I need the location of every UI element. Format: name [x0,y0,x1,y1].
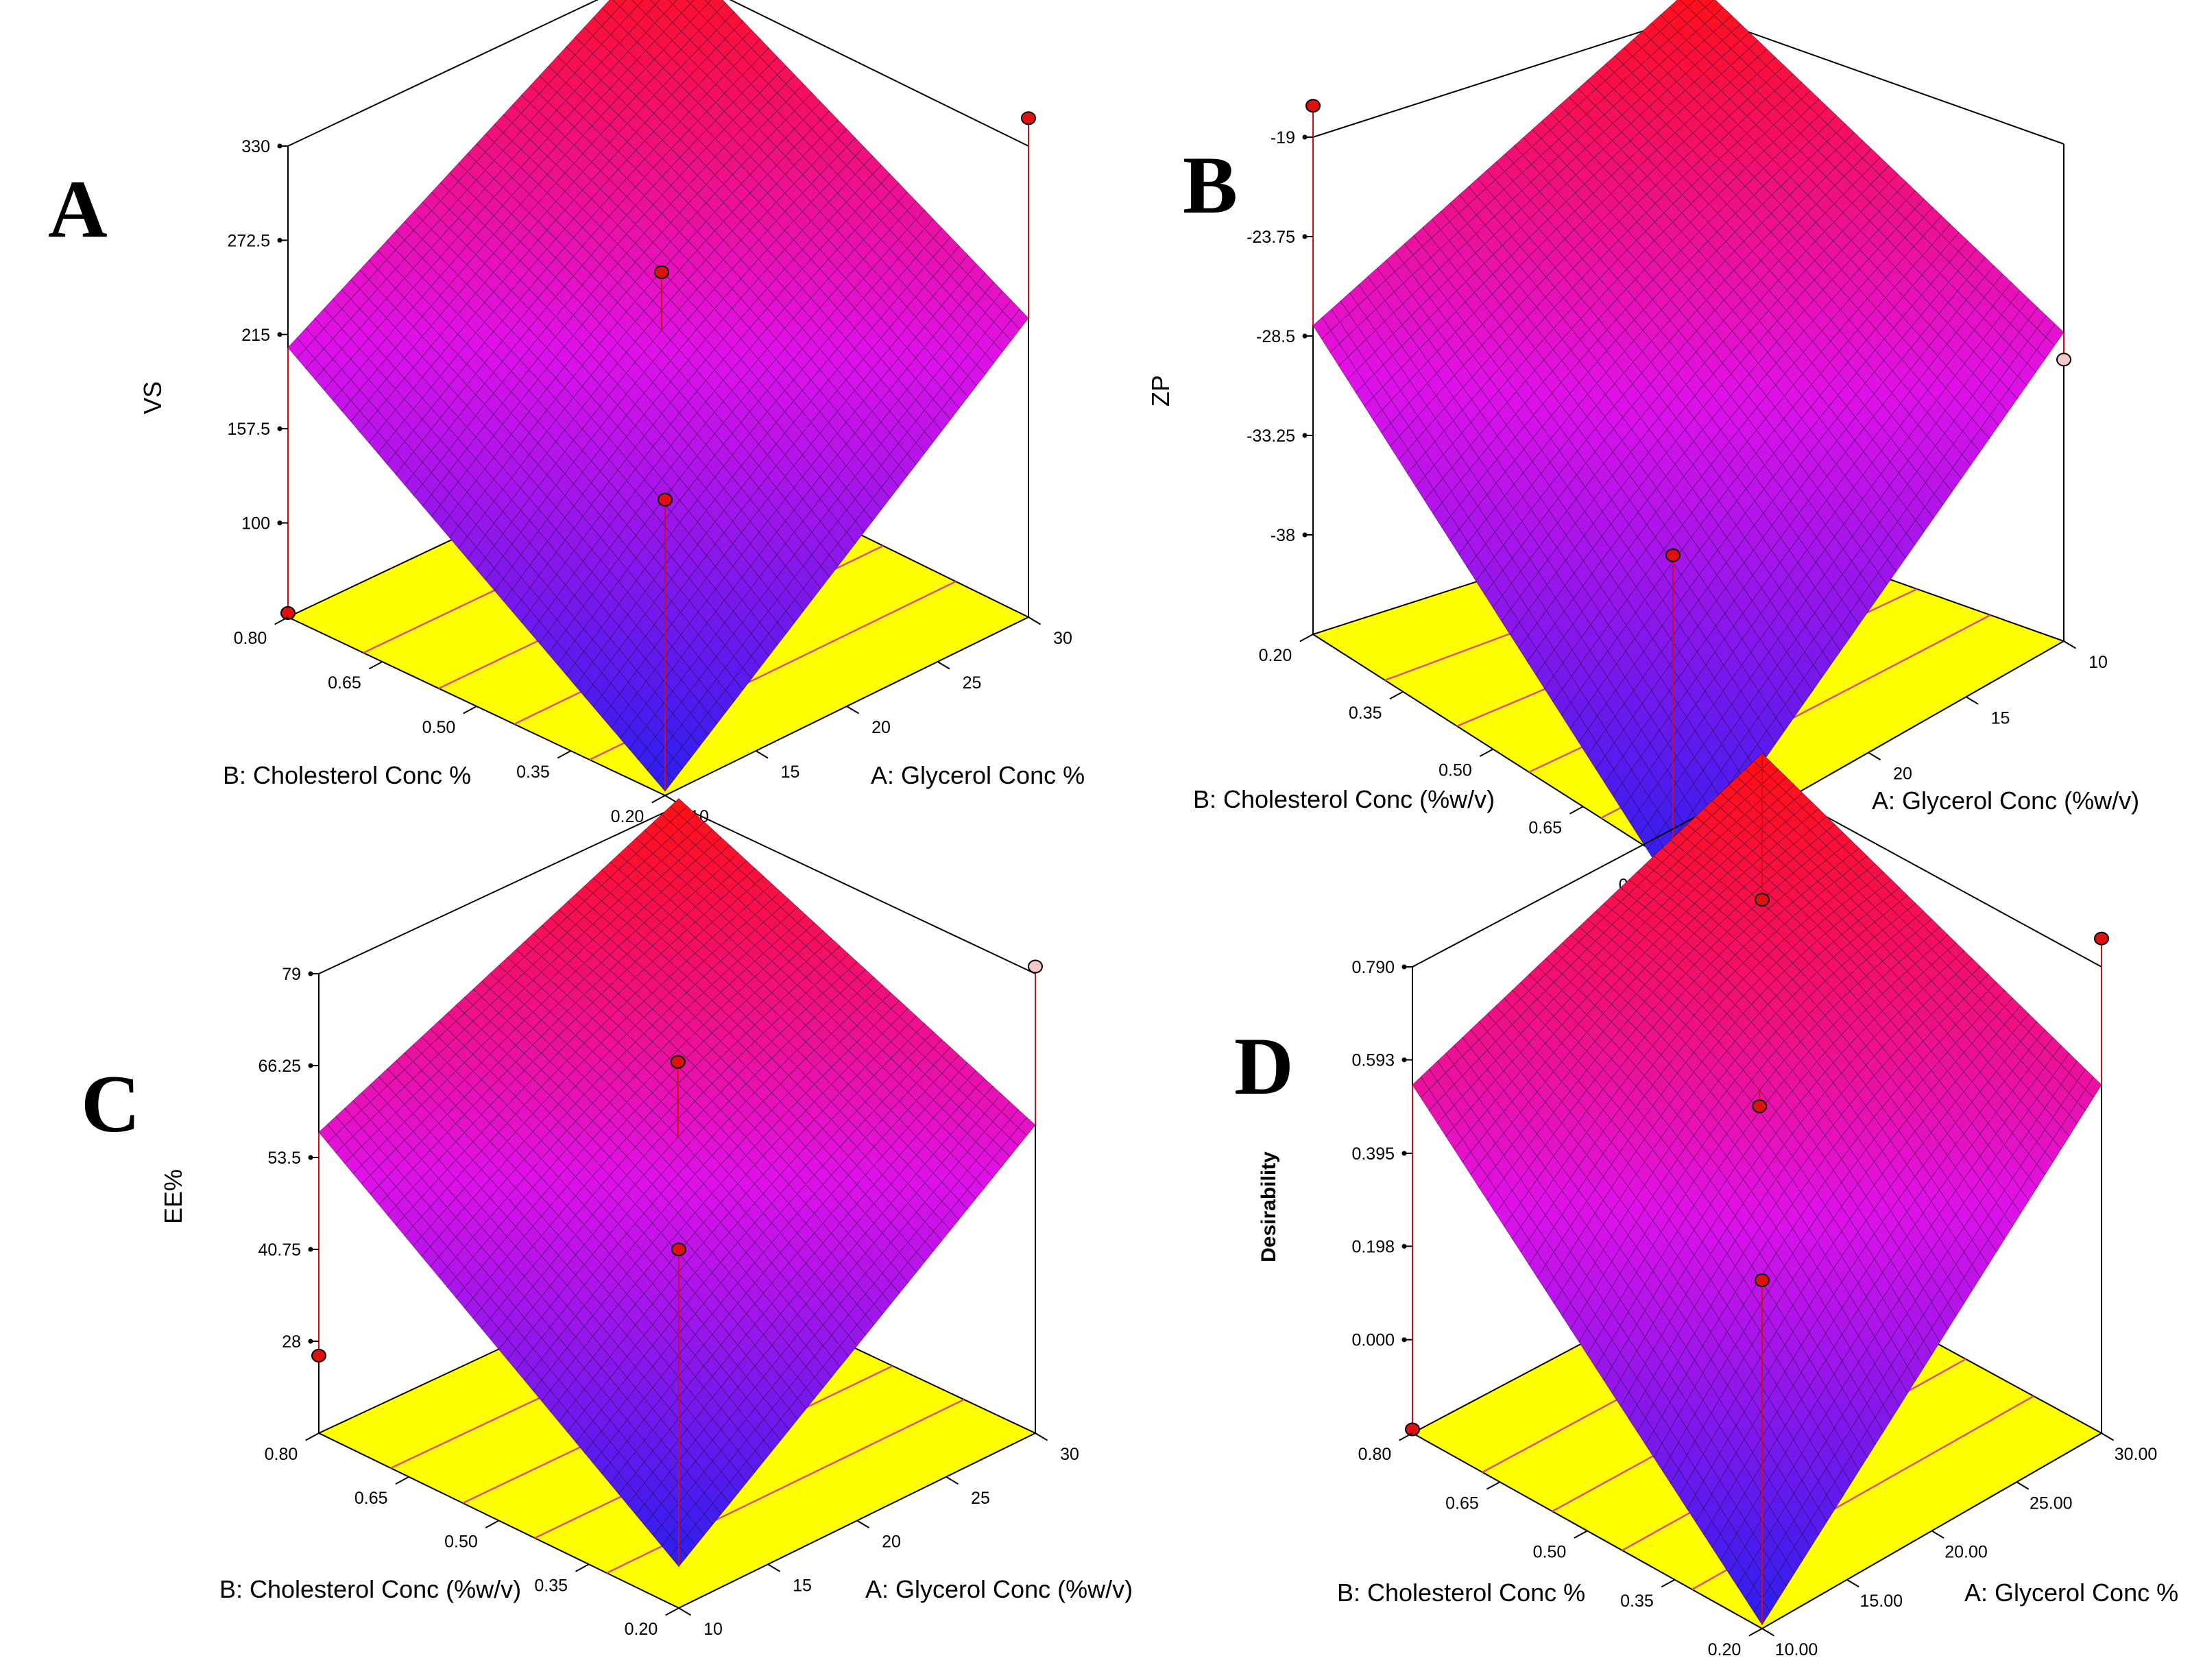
y-tick-label: 0.35 [1349,704,1382,723]
z-tick-label: -38 [1271,526,1295,545]
response-surface [1312,0,2064,891]
y-tick-mark [463,706,477,715]
z-tick-label: 330 [241,137,270,156]
x-tick-mark [1868,752,1881,760]
y-tick-label: 0.80 [234,629,267,648]
x-tick-label: 25 [963,673,982,693]
z-axis-title: ZP [1146,375,1175,407]
z-tick-dot [1302,234,1308,239]
design-point-below [2056,352,2071,367]
z-tick-label: -28.5 [1256,327,1295,346]
y-tick-label: 0.50 [1438,761,1472,780]
design-point [1021,111,1036,125]
z-tick-label: 157.5 [227,420,270,439]
y-tick-label: 0.20 [1259,646,1292,665]
chart-panel-b: -38-33.25-28.5-23.75-190.200.350.500.650… [1146,0,2139,895]
y-tick-label: 0.50 [422,718,456,737]
x-tick-label: 10 [2088,653,2108,672]
x-tick-mark [1028,616,1042,625]
z-tick-dot [1302,433,1308,438]
y-tick-label: 0.65 [1528,818,1562,837]
z-tick-label: 215 [241,326,270,345]
z-tick-dot [277,332,282,337]
z-tick-dot [1302,532,1308,538]
z-tick-dot [1302,333,1308,339]
z-tick-label: -33.25 [1247,427,1295,446]
design-point [658,492,673,507]
x-tick-mark [755,750,769,759]
y-tick-label: 0.65 [328,673,361,693]
z-axis-title: VS [139,381,167,414]
z-tick-dot [277,237,282,243]
z-tick-dot [1302,134,1308,140]
x-tick-label: 15 [781,763,800,782]
z-tick-label: -19 [1271,128,1295,147]
y-tick-mark [557,750,571,759]
z-tick-dot [277,520,282,526]
z-tick-dot [277,143,282,149]
response-surface [287,0,1029,792]
design-point [1665,548,1681,562]
x-axis-title: A: Glycerol Conc % [871,761,1085,789]
z-tick-label: 100 [241,514,270,533]
x-tick-label: 30 [1053,629,1072,648]
y-tick-mark [1479,748,1493,757]
y-tick-mark [1389,691,1404,700]
z-tick-dot [277,426,282,431]
x-tick-mark [2063,640,2077,649]
x-tick-label: 20 [1893,765,1912,784]
frame-top-right [729,0,1029,147]
x-axis-title: A: Glycerol Conc (%w/v) [1872,787,2139,815]
x-tick-label: 15 [1991,708,2010,728]
y-tick-mark [1569,806,1584,815]
y-tick-mark [651,795,666,804]
y-tick-mark [274,616,289,625]
z-tick-label: 272.5 [227,231,270,250]
y-tick-mark [1299,634,1314,643]
x-tick-mark [846,706,860,715]
frame-top-left [287,0,599,147]
design-point [1305,99,1321,113]
design-point [654,265,669,279]
y-tick-mark [368,661,383,670]
y-axis-title: B: Cholesterol Conc % [223,761,471,789]
y-tick-label: 0.20 [611,807,645,826]
y-tick-label: 0.35 [516,763,550,782]
z-tick-label: -23.75 [1247,228,1295,247]
design-point-below [1028,959,1043,974]
x-tick-mark [1965,696,1979,705]
chart-panel-a: 100 157.5 215 272.5 330 0.80 0.65 0.50 0.35 0.20 1… [139,0,1085,826]
y-axis-title: B: Cholesterol Conc (%w/v) [1193,785,1495,813]
x-tick-label: 20 [871,718,891,737]
x-tick-mark [937,661,950,670]
